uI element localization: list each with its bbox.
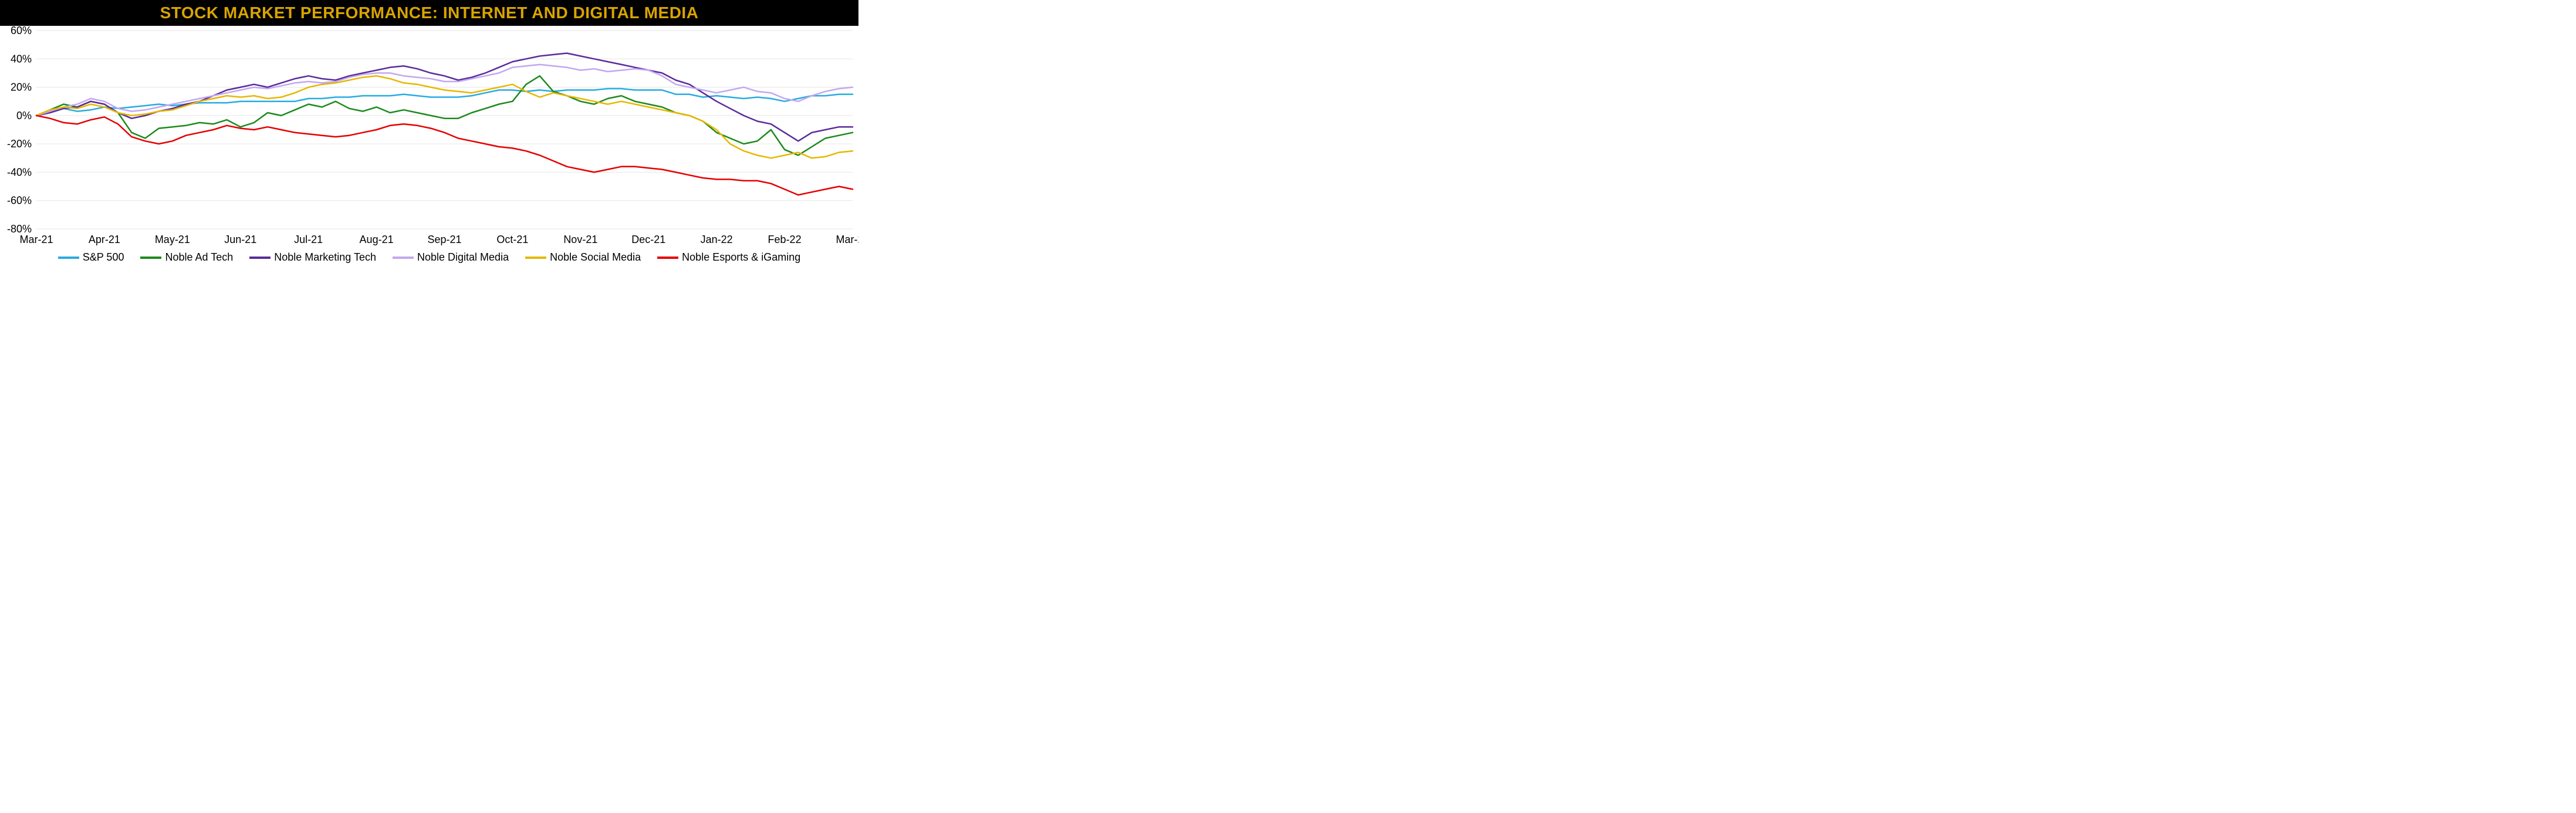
legend-item-mktgtech: Noble Marketing Tech (249, 251, 376, 264)
legend-swatch (140, 257, 161, 259)
legend-item-adtech: Noble Ad Tech (140, 251, 233, 264)
x-tick-label: Aug-21 (360, 234, 394, 245)
y-tick-label: 40% (11, 53, 32, 65)
legend-label: Noble Esports & iGaming (682, 251, 800, 264)
x-tick-label: Jun-21 (224, 234, 256, 245)
chart-title: STOCK MARKET PERFORMANCE: INTERNET AND D… (0, 0, 858, 26)
x-tick-label: Apr-21 (89, 234, 120, 245)
y-tick-label: 0% (16, 110, 32, 122)
legend-label: S&P 500 (83, 251, 124, 264)
y-tick-label: -80% (7, 223, 32, 235)
x-tick-label: Sep-21 (427, 234, 461, 245)
y-tick-label: -40% (7, 166, 32, 178)
y-tick-label: 20% (11, 82, 32, 93)
legend-label: Noble Marketing Tech (274, 251, 376, 264)
series-line-socmedia (36, 76, 853, 158)
legend-swatch (249, 257, 271, 259)
legend-item-esports: Noble Esports & iGaming (657, 251, 800, 264)
legend-swatch (525, 257, 546, 259)
legend-item-sp500: S&P 500 (58, 251, 124, 264)
legend-item-socmedia: Noble Social Media (525, 251, 641, 264)
x-tick-label: Mar-21 (19, 234, 53, 245)
legend-swatch (657, 257, 678, 259)
legend-label: Noble Social Media (550, 251, 641, 264)
legend-swatch (58, 257, 79, 259)
legend-item-digmedia: Noble Digital Media (393, 251, 509, 264)
line-chart: -80% -60% -40% -20% 0% 20% 40% 60% Mar-21 Apr-21 M… (0, 26, 858, 249)
x-tick-label: Jul-21 (294, 234, 323, 245)
chart-svg: -80% -60% -40% -20% 0% 20% 40% 60% Mar-21 Apr-21 M… (0, 26, 858, 249)
y-tick-label: -20% (7, 138, 32, 150)
legend-swatch (393, 257, 414, 259)
x-tick-label: Nov-21 (563, 234, 597, 245)
x-tick-label: May-21 (155, 234, 190, 245)
legend-label: Noble Ad Tech (165, 251, 233, 264)
y-tick-label: 60% (11, 26, 32, 36)
x-tick-label: Dec-21 (631, 234, 665, 245)
x-tick-label: Oct-21 (496, 234, 528, 245)
legend: S&P 500 Noble Ad Tech Noble Marketing Tech… (0, 249, 858, 268)
x-tick-label: Mar-22 (836, 234, 858, 245)
x-tick-label: Jan-22 (701, 234, 733, 245)
y-tick-label: -60% (7, 195, 32, 207)
series-line-esports (36, 116, 853, 195)
x-tick-label: Feb-22 (768, 234, 802, 245)
legend-label: Noble Digital Media (417, 251, 509, 264)
